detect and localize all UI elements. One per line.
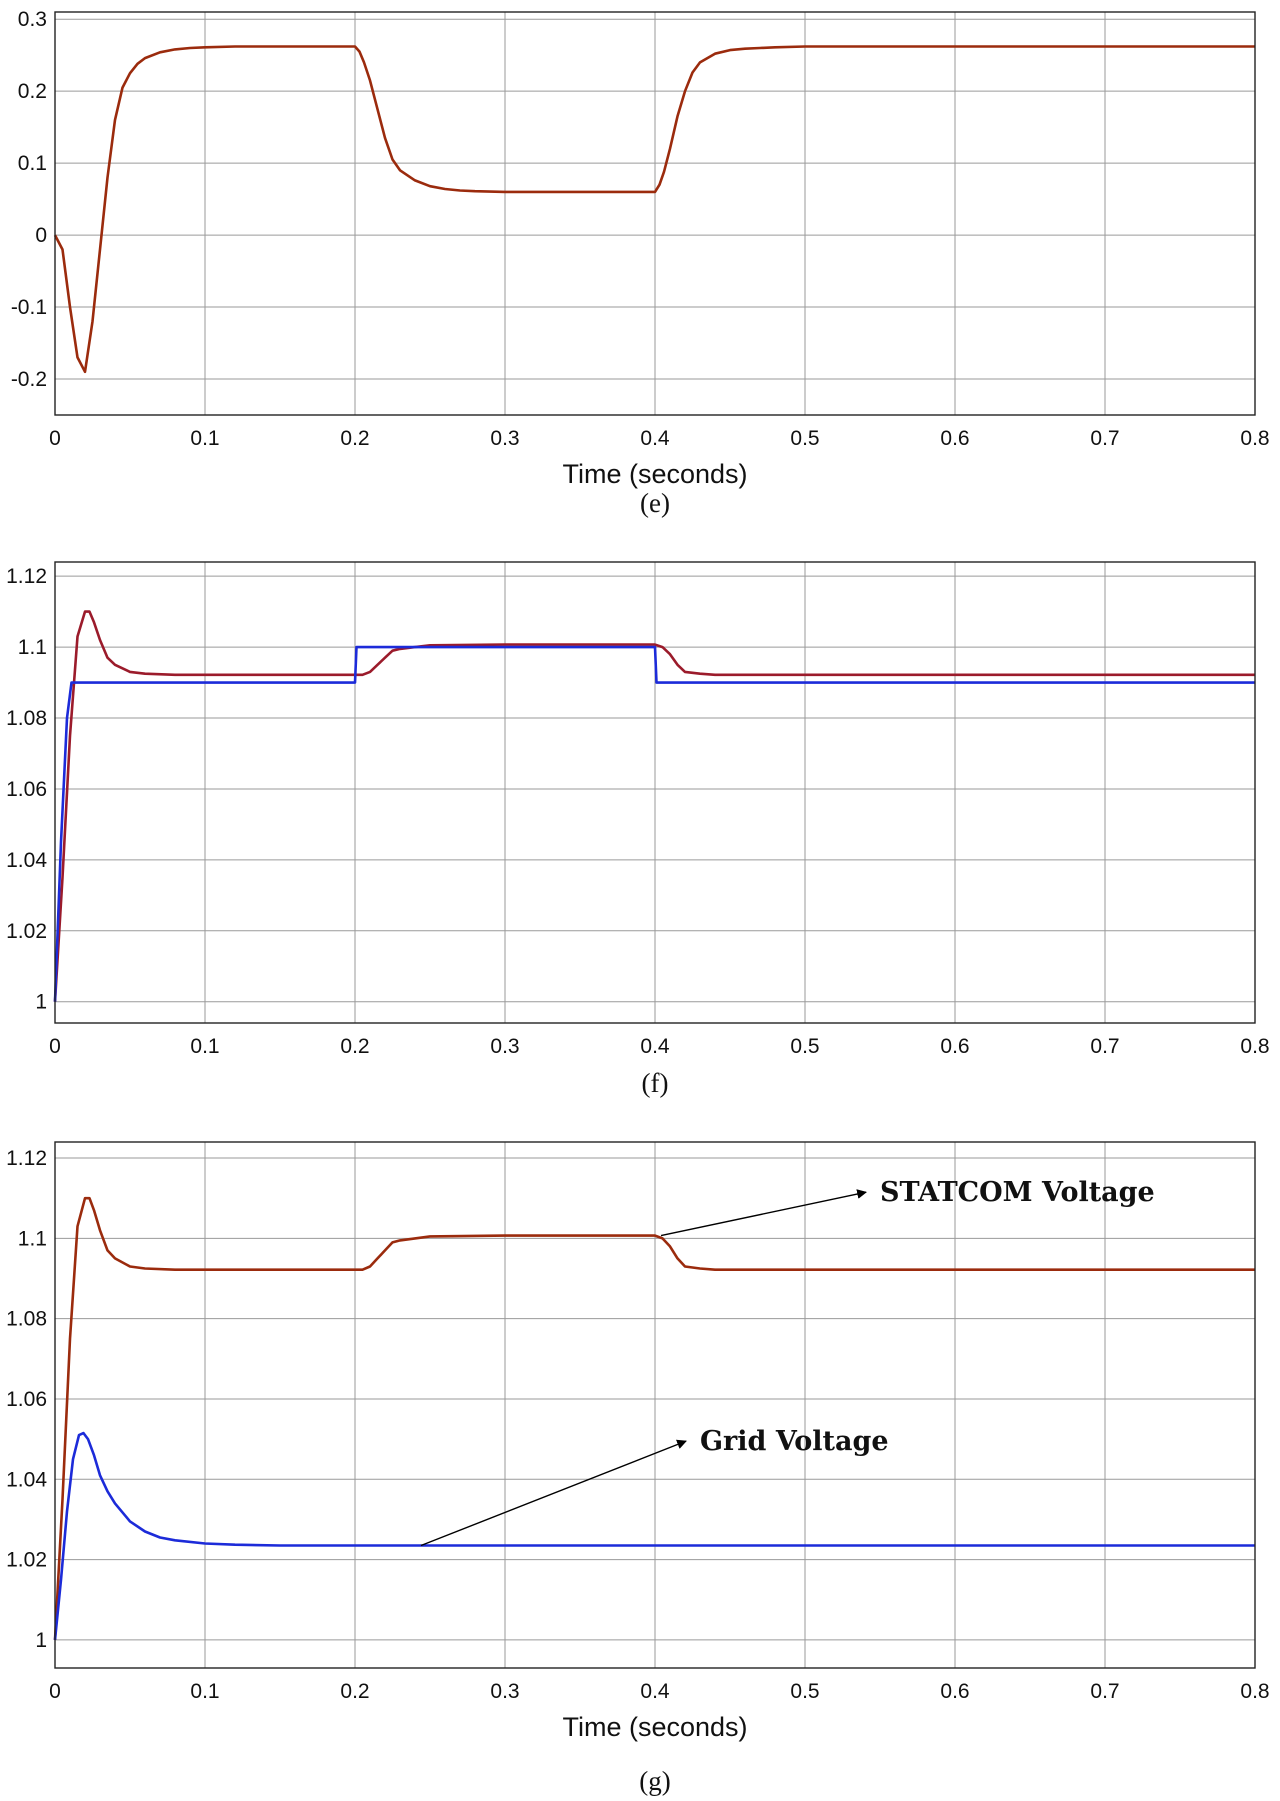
y-tick-label: 1.1 (18, 636, 47, 659)
y-tick-label: 1.04 (6, 1468, 47, 1491)
x-tick-label: 0.3 (490, 427, 519, 450)
series-line-1 (53, 610, 1255, 1002)
plot-frame (54, 561, 1256, 1024)
y-tick-label: 1.1 (18, 1227, 47, 1250)
y-tick-label: 0.1 (18, 152, 47, 175)
x-tick-label: 0.4 (640, 1680, 670, 1703)
plot-panel-2: 0 0.1 0.2 0.3 0.4 0.5 0.6 0.7 0.8 1 1.02 1.04 1.06 1.… (6, 561, 1270, 1098)
plot-frame (54, 1141, 1256, 1669)
x-tick-label: 0.7 (1090, 1035, 1119, 1058)
x-tick-label: 0.2 (340, 1035, 369, 1058)
y-tick-label: 1.12 (6, 1147, 47, 1170)
plot-frame (54, 11, 1256, 416)
x-tick-label: 0.8 (1240, 1035, 1269, 1058)
x-tick-label: 0.5 (790, 1680, 819, 1703)
x-tick-label: 0 (49, 1680, 61, 1703)
y-tick-label: 1.06 (6, 778, 47, 801)
annotation-arrow (420, 1439, 687, 1547)
y-tick-label: 1.02 (6, 1549, 47, 1572)
y-tick-label: 0.3 (18, 8, 47, 31)
annotation-label: Grid Voltage (700, 1426, 889, 1457)
x-tick-label: 0 (49, 1035, 61, 1058)
x-tick-label: 0.7 (1090, 1680, 1119, 1703)
x-tick-label: 0.2 (340, 427, 369, 450)
y-tick-label: 1.12 (6, 565, 47, 588)
x-tick-label: 0.6 (940, 1680, 969, 1703)
x-tick-label: 0.6 (940, 1035, 969, 1058)
x-tick-label: 0.8 (1240, 1680, 1269, 1703)
x-tick-label: 0.4 (640, 1035, 670, 1058)
annotation-arrow (660, 1189, 867, 1237)
plot-panel-1: 0 0.1 0.2 0.3 0.4 0.5 0.6 0.7 0.8 -0.2 -0.1 0 0.1 0.2… (11, 8, 1270, 518)
y-tick-label: 1 (35, 991, 47, 1014)
plot-panel-3: 0 0.1 0.2 0.3 0.4 0.5 0.6 0.7 0.8 1 1.02 1.04 1.06 1.… (6, 1141, 1270, 1796)
x-tick-label: 0.3 (490, 1035, 519, 1058)
x-tick-label: 0.1 (190, 427, 219, 450)
x-tick-label: 0.2 (340, 1680, 369, 1703)
panel-caption: (e) (640, 488, 670, 518)
x-tick-label: 0.3 (490, 1680, 519, 1703)
x-axis-title: Time (seconds) (562, 1712, 747, 1742)
y-tick-label: 1.02 (6, 920, 47, 943)
y-tick-label: 1.06 (6, 1388, 47, 1411)
y-tick-label: 1 (35, 1629, 47, 1652)
x-tick-label: 0.7 (1090, 427, 1119, 450)
y-tick-label: 1.08 (6, 707, 47, 730)
series-line-2 (53, 645, 1255, 1002)
annotation-label: STATCOM Voltage (880, 1177, 1155, 1208)
x-tick-label: 0.4 (640, 427, 670, 450)
y-tick-label: 1.04 (6, 849, 47, 872)
x-tick-label: 0.8 (1240, 427, 1269, 450)
panel-caption: (g) (639, 1766, 670, 1796)
x-tick-label: 0.1 (190, 1035, 219, 1058)
x-tick-label: 0.5 (790, 427, 819, 450)
x-tick-label: 0 (49, 427, 61, 450)
panel-caption: (f) (642, 1068, 669, 1098)
y-tick-label: 1.08 (6, 1308, 47, 1331)
x-axis-title: Time (seconds) (562, 459, 747, 489)
x-tick-label: 0.1 (190, 1680, 219, 1703)
series-line-1 (53, 45, 1255, 374)
x-tick-label: 0.6 (940, 427, 969, 450)
series-line-2 (53, 1431, 1255, 1641)
series-line-1 (53, 1196, 1255, 1640)
y-tick-label: -0.1 (11, 296, 47, 319)
y-tick-label: 0 (35, 224, 47, 247)
y-tick-label: 0.2 (18, 80, 47, 103)
y-tick-label: -0.2 (11, 368, 47, 391)
x-tick-label: 0.5 (790, 1035, 819, 1058)
